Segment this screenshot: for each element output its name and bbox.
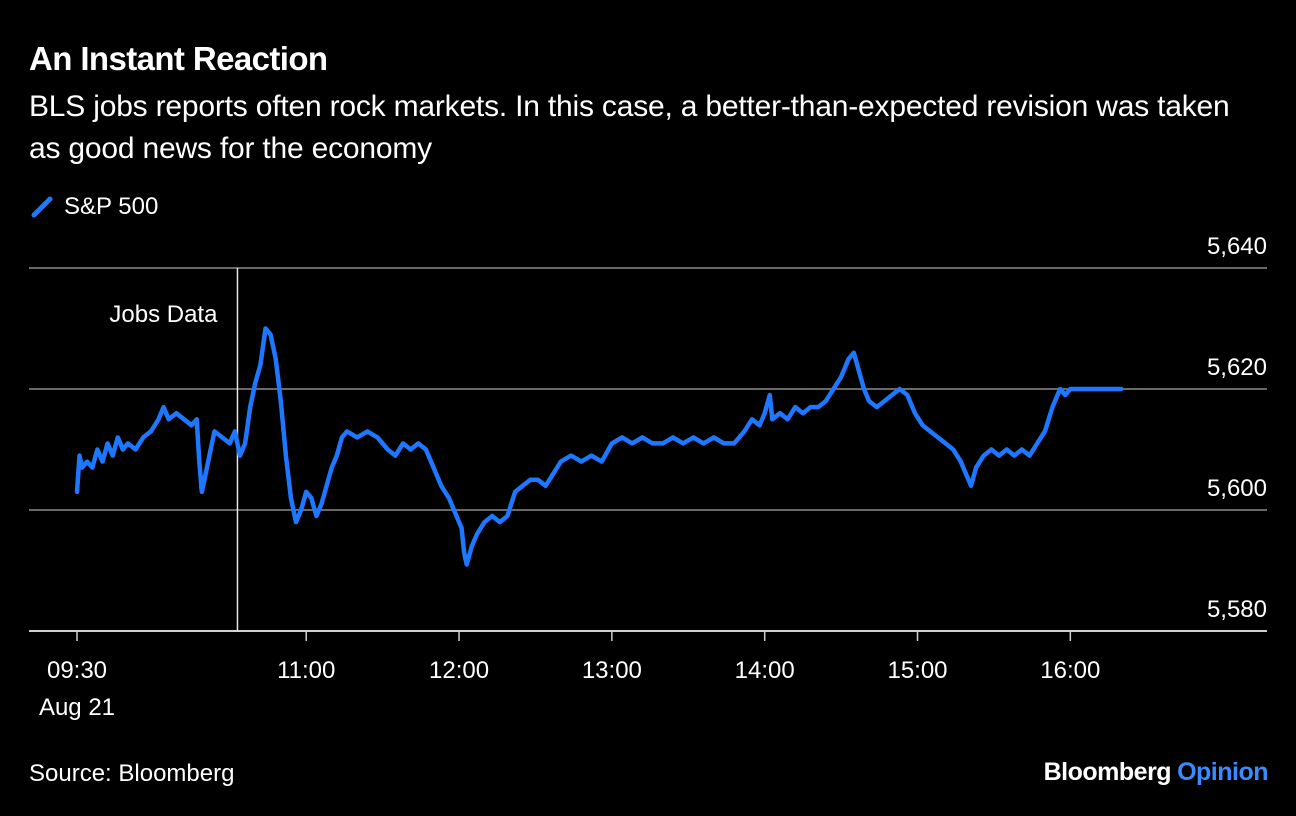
source-note: Source: Bloomberg <box>29 760 235 787</box>
y-tick-label: 5,580 <box>1207 596 1267 623</box>
legend-swatch-icon <box>31 196 53 218</box>
series-line <box>74 326 1124 567</box>
y-tick-label: 5,600 <box>1207 475 1267 502</box>
y-tick-label: 5,620 <box>1207 354 1267 381</box>
brand-name: Bloomberg <box>1043 758 1172 786</box>
annotation-label: Jobs Data <box>109 301 218 328</box>
x-tick-label: 13:00 <box>582 657 642 684</box>
chart-legend: S&P 500 <box>31 191 158 223</box>
x-tick-sublabel: Aug 21 <box>39 694 115 721</box>
brand-opinion: Opinion <box>1177 758 1268 786</box>
chart-subtitle: BLS jobs reports often rock markets. In … <box>29 90 1230 165</box>
x-tick-label: 09:30 <box>47 657 107 684</box>
x-tick-label: 15:00 <box>887 657 947 684</box>
x-tick-label: 14:00 <box>735 657 795 684</box>
brand-logo: Bloomberg Opinion <box>1043 758 1269 787</box>
x-tick-label: 11:00 <box>277 657 335 684</box>
legend-label: S&P 500 <box>64 193 159 220</box>
x-tick-label: 16:00 <box>1040 657 1100 684</box>
y-tick-label: 5,640 <box>1207 233 1267 260</box>
legend-swatch-line <box>31 196 53 218</box>
chart-title: An Instant Reaction <box>29 40 328 77</box>
x-tick-label: 12:00 <box>429 657 489 684</box>
